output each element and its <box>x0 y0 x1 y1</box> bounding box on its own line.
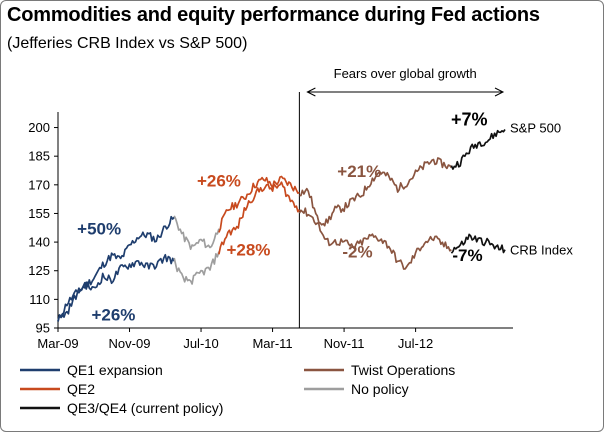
series-line-sp500-twist-operations <box>299 157 453 227</box>
fears-arrow-left-head <box>306 87 316 97</box>
series-label-crb: CRB Index <box>510 243 573 258</box>
annotation-qe2-crb: +28% <box>226 240 270 259</box>
y-tick-label: 155 <box>28 206 50 221</box>
y-tick-label: 95 <box>36 321 50 336</box>
x-tick-label: Jul-12 <box>398 336 433 351</box>
annotation-qe2-sp500: +26% <box>197 172 241 191</box>
series-line-sp500-qe2 <box>218 175 300 233</box>
x-tick-label: Nov-09 <box>109 336 151 351</box>
y-tick-label: 140 <box>28 235 50 250</box>
fears-label: Fears over global growth <box>334 66 477 81</box>
annotation-qe1-sp500: +50% <box>77 219 121 238</box>
legend-label-twist-operations: Twist Operations <box>351 362 455 378</box>
x-tick-label: Jul-10 <box>183 336 218 351</box>
fears-arrow-right-head <box>494 87 505 97</box>
chart-title: Commodities and equity performance durin… <box>7 4 540 26</box>
x-tick-label: Nov-11 <box>324 336 365 351</box>
legend-label-no-policy: No policy <box>351 381 409 397</box>
y-tick-label: 170 <box>28 177 50 192</box>
series-line-crb-twist-operations <box>298 207 452 270</box>
legend-label-qe2: QE2 <box>67 381 95 397</box>
series-line-crb-no-policy <box>173 251 220 285</box>
y-tick-label: 200 <box>28 120 50 135</box>
series-label-sp500: S&P 500 <box>510 120 561 135</box>
y-tick-label: 125 <box>28 263 50 278</box>
annotation-twist-sp500: +21% <box>337 162 381 181</box>
annotation-current-crb: -7% <box>452 246 482 265</box>
annotation-twist-crb: -2% <box>342 242 372 261</box>
annotation-qe1-crb: +26% <box>91 305 135 324</box>
series-line-crb-qe2 <box>218 181 301 255</box>
x-tick-label: Mar-09 <box>37 336 78 351</box>
series-line-sp500-no-policy <box>173 215 220 251</box>
legend-label-qe3-qe4-current-policy: QE3/QE4 (current policy) <box>67 400 223 416</box>
series-line-sp500-qe3-qe4-current-policy <box>450 129 506 170</box>
y-tick-label: 110 <box>29 292 50 307</box>
series-line-crb-qe1-expansion <box>57 253 175 322</box>
annotation-current-sp500: +7% <box>451 110 488 130</box>
series-line-crb-qe3-qe4-current-policy <box>450 233 506 254</box>
chart-subtitle: (Jefferies CRB Index vs S&P 500) <box>7 35 248 52</box>
legend-label-qe1-expansion: QE1 expansion <box>67 362 163 378</box>
y-tick-label: 185 <box>28 149 50 164</box>
x-tick-label: Mar-11 <box>252 336 292 351</box>
